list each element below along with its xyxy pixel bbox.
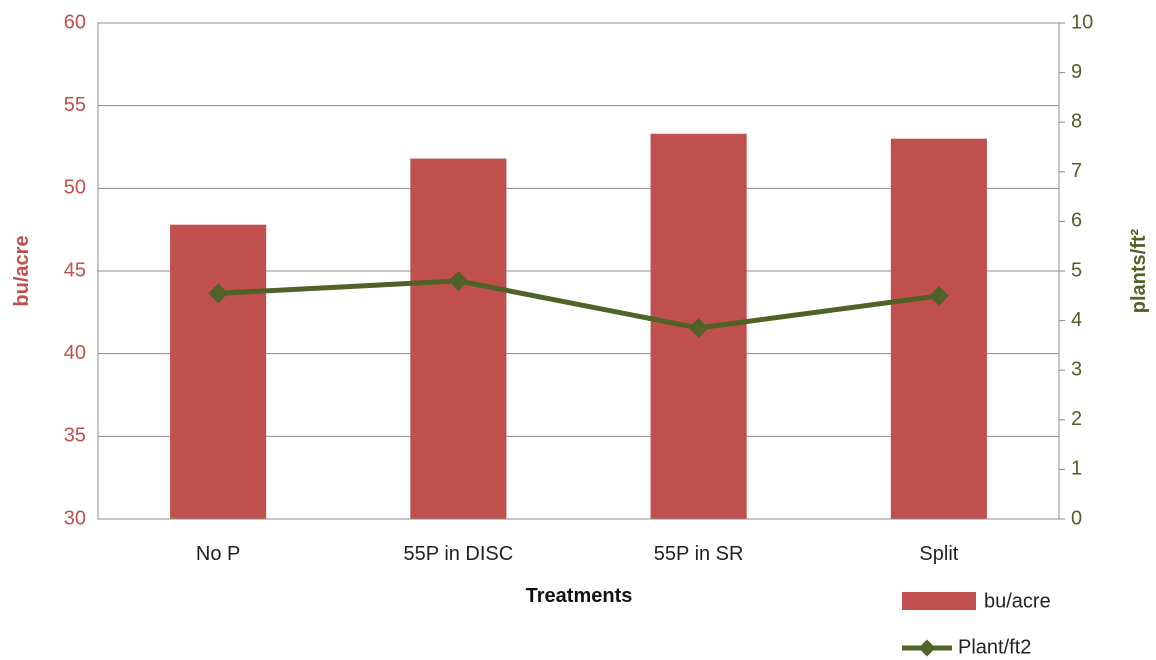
bar-1 bbox=[410, 158, 507, 519]
right-axis-ticks: 0 1 2 3 4 5 6 7 8 9 10 bbox=[1059, 11, 1093, 529]
right-axis-title: plants/ft² bbox=[1128, 228, 1150, 313]
line-point-1 bbox=[448, 271, 469, 291]
y2-tick-label-9: 9 bbox=[1071, 61, 1082, 83]
y2-tick-label-2: 2 bbox=[1071, 408, 1082, 430]
y2-tick-label-4: 4 bbox=[1071, 309, 1082, 331]
y2-tick-label-6: 6 bbox=[1071, 210, 1082, 232]
y2-tick-label-1: 1 bbox=[1071, 458, 1082, 480]
x-axis-ticks: No P 55P in DISC 55P in SR Split bbox=[196, 543, 959, 565]
legend-swatch-marker bbox=[918, 639, 936, 657]
y-tick-label-3: 45 bbox=[64, 259, 86, 281]
legend-label-bars: bu/acre bbox=[984, 590, 1051, 612]
y-tick-label-2: 40 bbox=[64, 342, 86, 364]
y-tick-label-1: 35 bbox=[64, 425, 86, 447]
y2-tick-label-8: 8 bbox=[1071, 110, 1082, 132]
line-series bbox=[208, 271, 949, 338]
y-tick-label-4: 50 bbox=[64, 177, 86, 199]
x-tick-label-1: 55P in DISC bbox=[404, 543, 514, 565]
bar-3 bbox=[890, 138, 987, 519]
y-tick-label-6: 60 bbox=[64, 11, 86, 33]
y2-tick-label-7: 7 bbox=[1071, 160, 1082, 182]
line-point-0 bbox=[208, 283, 229, 304]
y-tick-label-0: 30 bbox=[64, 507, 86, 529]
legend-swatch-bars bbox=[902, 592, 976, 610]
x-tick-label-2: 55P in SR bbox=[654, 543, 744, 565]
x-tick-label-3: Split bbox=[919, 543, 958, 565]
series-line bbox=[217, 278, 940, 331]
line-point-3 bbox=[928, 285, 949, 306]
y2-tick-label-0: 0 bbox=[1071, 507, 1082, 529]
legend-label-line: Plant/ft2 bbox=[958, 636, 1031, 658]
bar-series bbox=[170, 133, 987, 520]
y2-tick-label-3: 3 bbox=[1071, 358, 1082, 380]
legend: bu/acre Plant/ft2 bbox=[902, 590, 1051, 658]
bar-0 bbox=[170, 224, 267, 519]
left-axis-title: bu/acre bbox=[11, 235, 33, 306]
x-axis-title: Treatments bbox=[526, 585, 633, 607]
y2-tick-label-10: 10 bbox=[1071, 11, 1093, 33]
line-point-2 bbox=[688, 318, 709, 338]
y-tick-label-5: 55 bbox=[64, 94, 86, 116]
left-axis-ticks: 30 35 40 45 50 55 60 bbox=[64, 11, 86, 529]
y2-tick-label-5: 5 bbox=[1071, 259, 1082, 281]
x-tick-label-0: No P bbox=[196, 543, 240, 565]
